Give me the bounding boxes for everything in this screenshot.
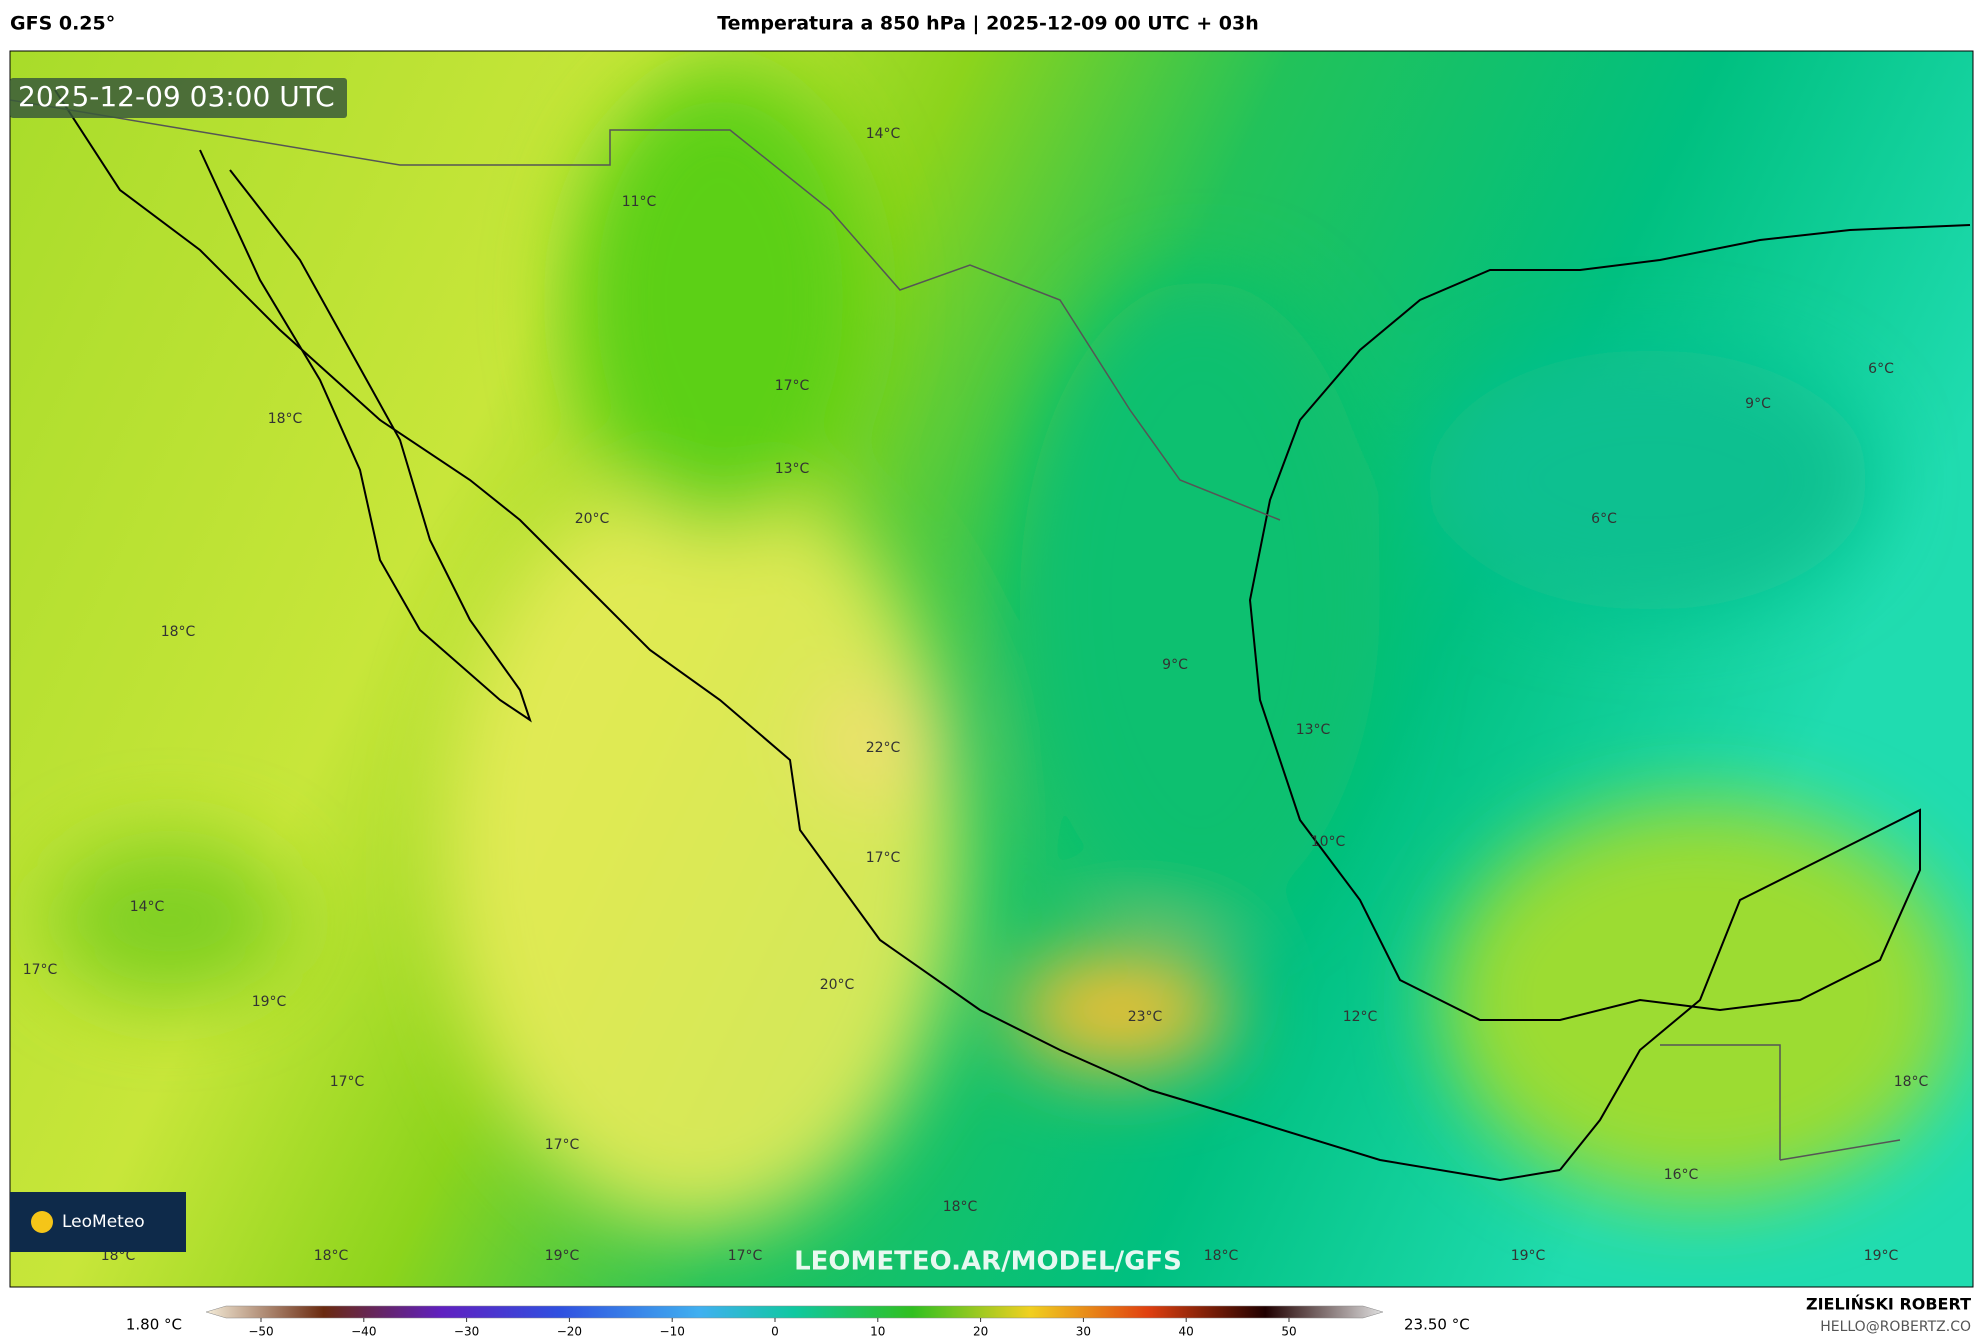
- colorbar-tick-label: −50: [248, 1325, 273, 1338]
- temperature-label: 18°C: [1204, 1248, 1239, 1264]
- temperature-label: 23°C: [1128, 1009, 1163, 1025]
- timestamp-box: [10, 78, 347, 118]
- colorbar-tick-label: 50: [1281, 1325, 1296, 1338]
- temperature-label: 17°C: [775, 378, 810, 394]
- model-name: GFS 0.25°: [10, 13, 115, 35]
- temperature-label: 9°C: [1162, 657, 1188, 673]
- temperature-label: 20°C: [575, 511, 610, 527]
- temperature-label: 14°C: [866, 126, 901, 142]
- temperature-label: 17°C: [330, 1074, 365, 1090]
- temperature-label: 18°C: [943, 1199, 978, 1215]
- colorbar-tick-label: −30: [454, 1325, 479, 1338]
- temperature-label: 22°C: [866, 740, 901, 756]
- watermark: LEOMETEO.AR/MODEL/GFS: [794, 1247, 1182, 1277]
- colorbar: [205, 1305, 1384, 1319]
- coastlines: [54, 89, 1971, 1182]
- colorbar-tick-label: 40: [1179, 1325, 1194, 1338]
- temperature-label: 6°C: [1868, 361, 1894, 377]
- temperature-label: 19°C: [1511, 1248, 1546, 1264]
- colorbar-tick-label: −40: [351, 1325, 376, 1338]
- temperature-label: 18°C: [268, 411, 303, 427]
- temperature-label: 17°C: [23, 962, 58, 978]
- temperature-label: 17°C: [866, 850, 901, 866]
- temperature-label: 20°C: [820, 977, 855, 993]
- colorbar-tick-label: 30: [1076, 1325, 1091, 1338]
- temperature-label: 6°C: [1591, 511, 1617, 527]
- temperature-label: 9°C: [1745, 396, 1771, 412]
- temperature-blobs: [50, 70, 1960, 1230]
- colorbar-tick-label: 10: [870, 1325, 885, 1338]
- temperature-label: 16°C: [1664, 1167, 1699, 1183]
- colorbar-min: 1.80 °C: [126, 1316, 182, 1334]
- temperature-label: 18°C: [161, 624, 196, 640]
- logo-sun: [31, 1211, 53, 1233]
- colorbar-tick-label: 0: [771, 1325, 779, 1338]
- title: Temperatura a 850 hPa | 2025-12-09 00 UT…: [717, 13, 1259, 35]
- temperature-label: 10°C: [1311, 834, 1346, 850]
- colorbar-tick-label: −20: [557, 1325, 582, 1338]
- author: ZIELIŃSKI ROBERT: [1806, 1295, 1971, 1314]
- email: HELLO@ROBERTZ.CO: [1820, 1319, 1971, 1335]
- map-frame: [9, 50, 1974, 1288]
- temperature-label: 11°C: [622, 194, 657, 210]
- temperature-label: 19°C: [545, 1248, 580, 1264]
- temperature-label: 18°C: [1894, 1074, 1929, 1090]
- colorbar-max: 23.50 °C: [1404, 1316, 1470, 1334]
- temperature-label: 19°C: [252, 994, 287, 1010]
- temperature-label: 13°C: [1296, 722, 1331, 738]
- temperature-labels: 14°C 11°C 17°C 13°C 18°C 20°C 18°C 9°C 22°C 13°C 1…: [23, 126, 1929, 1264]
- temperature-label: 17°C: [545, 1137, 580, 1153]
- colorbar-ticks: −50 −40 −30 −20 −10 0 10 20 30 40 50: [248, 1318, 1297, 1338]
- temperature-label: 19°C: [1864, 1248, 1899, 1264]
- map: [10, 51, 1973, 1287]
- colorbar-tick-label: 20: [973, 1325, 988, 1338]
- logo: LeoMeteo: [62, 1212, 145, 1232]
- temperature-label: 13°C: [775, 461, 810, 477]
- colorbar-tick-label: −10: [660, 1325, 685, 1338]
- temperature-label: 12°C: [1343, 1009, 1378, 1025]
- temperature-label: 17°C: [728, 1248, 763, 1264]
- borders: [10, 99, 1901, 1161]
- timestamp: 2025-12-09 03:00 UTC: [18, 80, 335, 113]
- temperature-label: 14°C: [130, 899, 165, 915]
- temperature-label: 18°C: [314, 1248, 349, 1264]
